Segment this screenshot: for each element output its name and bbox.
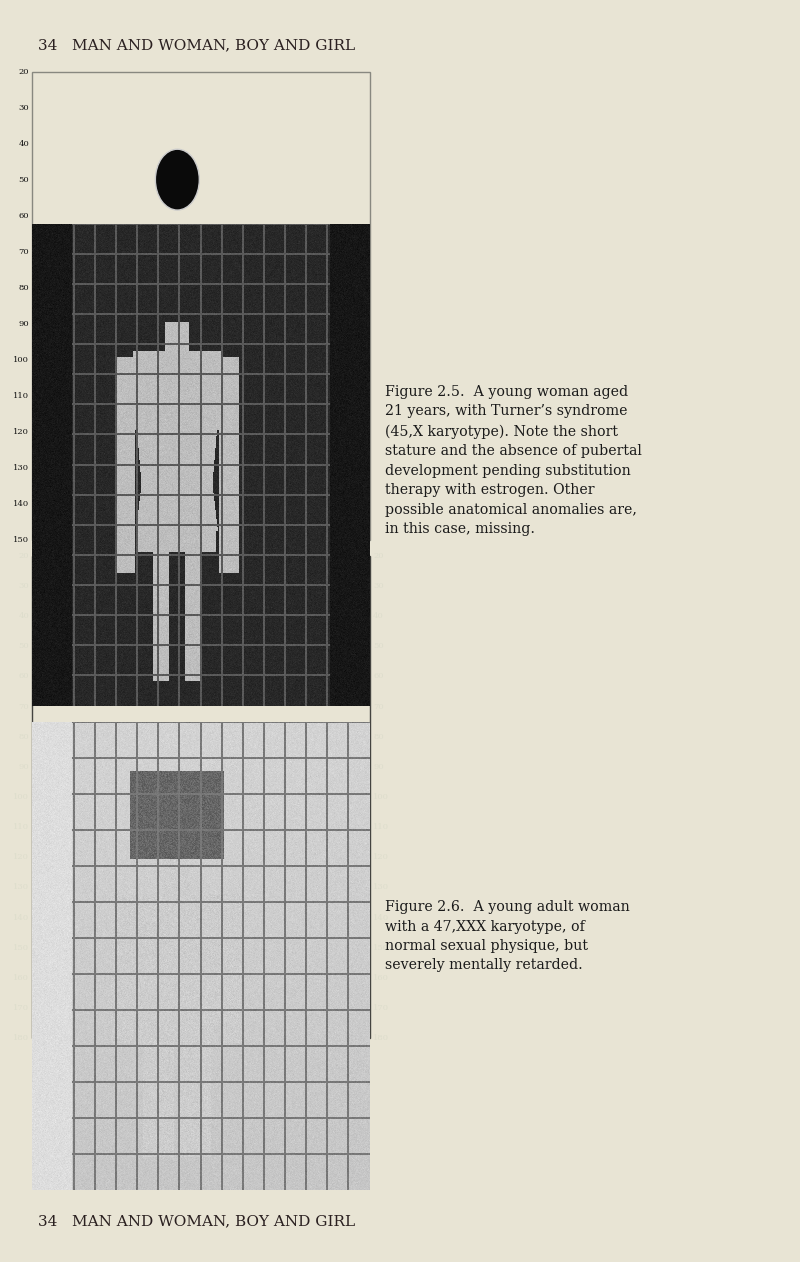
Text: 20: 20 <box>373 551 383 560</box>
Text: 160: 160 <box>373 974 389 982</box>
Text: 130: 130 <box>373 883 389 891</box>
Text: 180: 180 <box>373 1034 389 1042</box>
Text: 100: 100 <box>373 793 389 801</box>
Text: 70: 70 <box>373 703 384 711</box>
Text: 180: 180 <box>13 1034 29 1042</box>
Text: 120: 120 <box>373 853 389 861</box>
Text: 30: 30 <box>18 582 29 591</box>
Text: 70: 70 <box>18 703 29 711</box>
Bar <box>32 72 370 540</box>
Text: 150: 150 <box>13 536 29 544</box>
Text: 50: 50 <box>373 642 384 650</box>
Text: 50: 50 <box>18 642 29 650</box>
Text: 170: 170 <box>373 1003 389 1012</box>
Text: 40: 40 <box>18 612 29 620</box>
Text: 140: 140 <box>13 500 29 509</box>
Text: 110: 110 <box>373 823 389 832</box>
Text: 130: 130 <box>13 464 29 472</box>
Text: 34   MAN AND WOMAN, BOY AND GIRL: 34 MAN AND WOMAN, BOY AND GIRL <box>38 38 355 52</box>
Text: 120: 120 <box>13 428 29 435</box>
Text: 90: 90 <box>18 762 29 771</box>
Text: 30: 30 <box>18 103 29 112</box>
Text: 60: 60 <box>18 673 29 680</box>
Text: 120: 120 <box>13 853 29 861</box>
Ellipse shape <box>158 602 196 655</box>
Text: 150: 150 <box>13 944 29 952</box>
Text: 110: 110 <box>13 823 29 832</box>
Text: 100: 100 <box>13 356 29 363</box>
Ellipse shape <box>155 149 199 209</box>
Text: 50: 50 <box>18 175 29 184</box>
Text: 170: 170 <box>13 1003 29 1012</box>
Text: 40: 40 <box>373 612 384 620</box>
Text: 60: 60 <box>373 673 383 680</box>
Text: 30: 30 <box>373 582 384 591</box>
Text: 60: 60 <box>18 212 29 220</box>
Text: 150: 150 <box>373 944 389 952</box>
Text: 100: 100 <box>13 793 29 801</box>
Text: 20: 20 <box>18 551 29 560</box>
Text: 90: 90 <box>373 762 384 771</box>
Text: 80: 80 <box>18 733 29 741</box>
Text: 140: 140 <box>373 914 389 921</box>
Text: Figure 2.6.  A young adult woman
with a 47,XXX karyotype, of
normal sexual physi: Figure 2.6. A young adult woman with a 4… <box>385 900 630 973</box>
Text: 160: 160 <box>13 974 29 982</box>
Text: 140: 140 <box>13 914 29 921</box>
Text: 40: 40 <box>18 140 29 148</box>
Text: 110: 110 <box>13 392 29 400</box>
Text: 80: 80 <box>18 284 29 292</box>
Text: 20: 20 <box>18 68 29 76</box>
Text: 34   MAN AND WOMAN, BOY AND GIRL: 34 MAN AND WOMAN, BOY AND GIRL <box>38 1214 355 1228</box>
Text: Figure 2.5.  A young woman aged
21 years, with Turner’s syndrome
(45,X karyotype: Figure 2.5. A young woman aged 21 years,… <box>385 385 642 536</box>
Bar <box>32 557 370 1039</box>
Text: 70: 70 <box>18 249 29 256</box>
Text: 130: 130 <box>13 883 29 891</box>
Text: 80: 80 <box>373 733 384 741</box>
Text: 90: 90 <box>18 321 29 328</box>
